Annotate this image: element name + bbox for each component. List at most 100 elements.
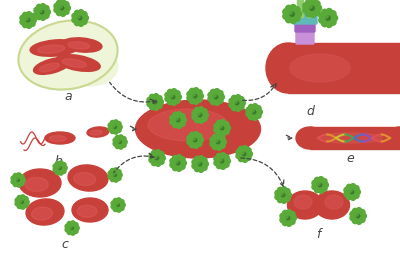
Circle shape (75, 226, 79, 230)
Ellipse shape (25, 178, 48, 191)
Circle shape (323, 182, 328, 188)
Circle shape (210, 141, 215, 147)
Circle shape (284, 214, 288, 218)
Circle shape (288, 10, 292, 14)
Circle shape (44, 6, 49, 11)
Circle shape (172, 122, 178, 128)
Circle shape (235, 95, 241, 100)
Circle shape (72, 17, 77, 23)
Circle shape (197, 134, 202, 139)
Circle shape (55, 162, 60, 166)
Circle shape (281, 198, 287, 203)
Circle shape (17, 196, 22, 200)
Circle shape (354, 212, 358, 216)
Circle shape (210, 137, 215, 143)
Text: e: e (346, 152, 354, 165)
Circle shape (193, 88, 199, 93)
Text: b: b (54, 155, 62, 168)
Circle shape (256, 113, 261, 118)
Circle shape (314, 1, 320, 7)
Circle shape (76, 14, 80, 18)
Circle shape (345, 185, 359, 199)
Circle shape (26, 12, 32, 17)
Circle shape (109, 169, 121, 181)
Circle shape (35, 5, 49, 19)
Circle shape (306, 11, 312, 17)
Circle shape (187, 139, 192, 145)
Circle shape (54, 162, 66, 174)
Circle shape (187, 91, 192, 97)
Circle shape (198, 107, 204, 112)
Circle shape (193, 108, 207, 122)
Ellipse shape (62, 59, 86, 67)
Circle shape (83, 15, 88, 21)
Circle shape (175, 91, 180, 96)
Circle shape (224, 122, 229, 127)
Ellipse shape (74, 172, 96, 186)
Text: d: d (306, 105, 314, 118)
Circle shape (118, 125, 122, 129)
Ellipse shape (294, 195, 312, 209)
Circle shape (280, 213, 285, 219)
Circle shape (34, 7, 39, 13)
Circle shape (198, 137, 204, 143)
Circle shape (239, 104, 244, 109)
Circle shape (120, 199, 124, 204)
Circle shape (15, 198, 20, 203)
Circle shape (194, 117, 200, 123)
Circle shape (236, 149, 241, 155)
Circle shape (214, 138, 218, 142)
Circle shape (332, 15, 338, 21)
Text: c: c (62, 238, 68, 251)
Ellipse shape (68, 42, 90, 49)
Circle shape (198, 118, 204, 123)
Circle shape (190, 98, 195, 104)
Circle shape (40, 15, 46, 20)
Circle shape (350, 211, 355, 217)
Circle shape (278, 187, 283, 193)
Circle shape (157, 96, 162, 101)
Circle shape (290, 219, 295, 224)
Circle shape (197, 97, 202, 102)
Circle shape (275, 194, 280, 200)
Circle shape (312, 180, 317, 186)
Circle shape (192, 159, 197, 165)
Circle shape (66, 222, 78, 234)
Circle shape (202, 158, 207, 163)
Circle shape (229, 102, 234, 108)
Circle shape (351, 209, 365, 223)
Ellipse shape (18, 20, 118, 90)
Circle shape (236, 153, 241, 159)
Circle shape (198, 167, 204, 172)
Circle shape (153, 105, 159, 110)
Circle shape (74, 223, 78, 227)
Circle shape (224, 155, 229, 160)
Circle shape (250, 108, 254, 112)
Circle shape (187, 95, 192, 101)
Circle shape (324, 14, 328, 18)
Ellipse shape (296, 127, 324, 149)
Circle shape (110, 129, 115, 134)
Text: f: f (316, 228, 320, 241)
Circle shape (45, 9, 50, 15)
Circle shape (239, 97, 244, 102)
Circle shape (113, 207, 118, 212)
Circle shape (117, 139, 120, 142)
Ellipse shape (62, 38, 102, 52)
Circle shape (149, 153, 154, 159)
Circle shape (214, 100, 220, 105)
Circle shape (166, 90, 180, 104)
Circle shape (216, 130, 222, 136)
Circle shape (214, 123, 219, 129)
Circle shape (24, 197, 28, 201)
Circle shape (322, 186, 327, 191)
Ellipse shape (32, 207, 52, 220)
Circle shape (286, 17, 292, 23)
Circle shape (237, 147, 251, 161)
Circle shape (115, 202, 118, 205)
Circle shape (276, 188, 290, 202)
Circle shape (188, 89, 202, 103)
Circle shape (356, 219, 362, 224)
Circle shape (290, 212, 295, 217)
Circle shape (150, 151, 164, 165)
